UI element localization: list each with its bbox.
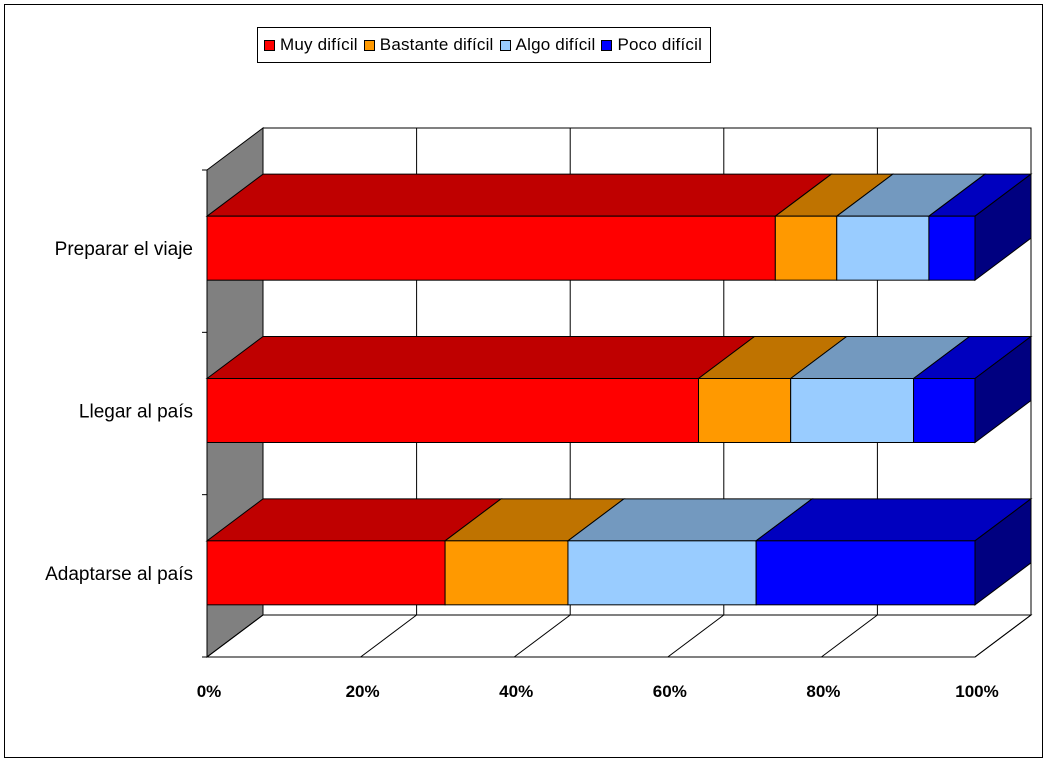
bar-adaptarse-al-pais-muy-dificil	[206, 540, 446, 606]
gridline-floor	[974, 614, 1032, 658]
bar-preparar-el-viaje-muy-dificil-top	[205, 173, 833, 217]
legend-item-muy-dificil: Muy difícil	[264, 35, 358, 55]
bar-llegar-al-pais-muy-dificil	[206, 378, 700, 443]
x-tick-label: 80%	[806, 682, 840, 701]
legend-swatch	[601, 39, 613, 51]
bar-llegar-al-pais-poco-dificil-side	[974, 335, 1032, 444]
category-label-adaptarse-al-pais: Adaptarse al país	[45, 564, 193, 585]
legend-swatch	[264, 39, 275, 51]
legend-swatch	[499, 39, 511, 51]
bar-llegar-al-pais-poco-dificil	[913, 378, 976, 443]
bar-preparar-el-viaje-algo-dificil	[836, 215, 930, 281]
x-tick-label: 0%	[197, 682, 222, 701]
x-tick-label: 60%	[653, 682, 687, 701]
category-label-llegar-al-pais: Llegar al país	[79, 402, 193, 423]
bar-adaptarse-al-pais-poco-dificil-side	[974, 497, 1032, 606]
legend-swatch	[363, 39, 375, 51]
bar-adaptarse-al-pais-algo-dificil	[567, 540, 757, 606]
gridline-floor	[513, 614, 571, 658]
bar-llegar-al-pais-algo-dificil	[790, 378, 915, 443]
legend: Muy difícil Bastante difícil Algo difícil P…	[257, 27, 712, 63]
legend-item-bastante-dificil: Bastante difícil	[363, 35, 494, 55]
category-label-preparar-el-viaje: Preparar el viaje	[55, 239, 193, 260]
x-tick-label: 40%	[499, 682, 533, 701]
legend-item-algo-dificil: Algo difícil	[499, 35, 596, 55]
gridline-floor	[821, 614, 878, 658]
x-tick-label: 100%	[955, 682, 998, 701]
bar-llegar-al-pais-muy-dificil-top	[205, 336, 757, 379]
bar-preparar-el-viaje-poco-dificil-side	[974, 173, 1032, 282]
gridline-floor	[360, 614, 417, 658]
floor	[205, 614, 1033, 658]
bar-preparar-el-viaje-poco-dificil	[928, 215, 976, 281]
gridline-floor	[206, 614, 264, 658]
bar-adaptarse-al-pais-bastante-dificil	[444, 540, 569, 606]
bar-preparar-el-viaje-muy-dificil	[206, 215, 776, 281]
legend-label: Algo difícil	[515, 35, 596, 54]
legend-label: Bastante difícil	[379, 35, 494, 54]
legend-label: Muy difícil	[280, 35, 358, 54]
legend-item-poco-dificil: Poco difícil	[601, 35, 702, 55]
bar-preparar-el-viaje-bastante-dificil	[774, 215, 838, 281]
bar-llegar-al-pais-bastante-dificil	[698, 378, 792, 443]
gridline-floor	[667, 614, 725, 658]
bar-adaptarse-al-pais-poco-dificil	[755, 540, 976, 606]
legend-label: Poco difícil	[617, 35, 703, 54]
x-tick-label: 20%	[346, 682, 380, 701]
